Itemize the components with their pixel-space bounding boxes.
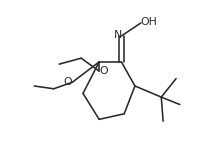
Text: N: N: [114, 30, 122, 40]
Text: OH: OH: [140, 17, 157, 27]
Text: O: O: [63, 77, 72, 87]
Text: O: O: [100, 66, 108, 76]
